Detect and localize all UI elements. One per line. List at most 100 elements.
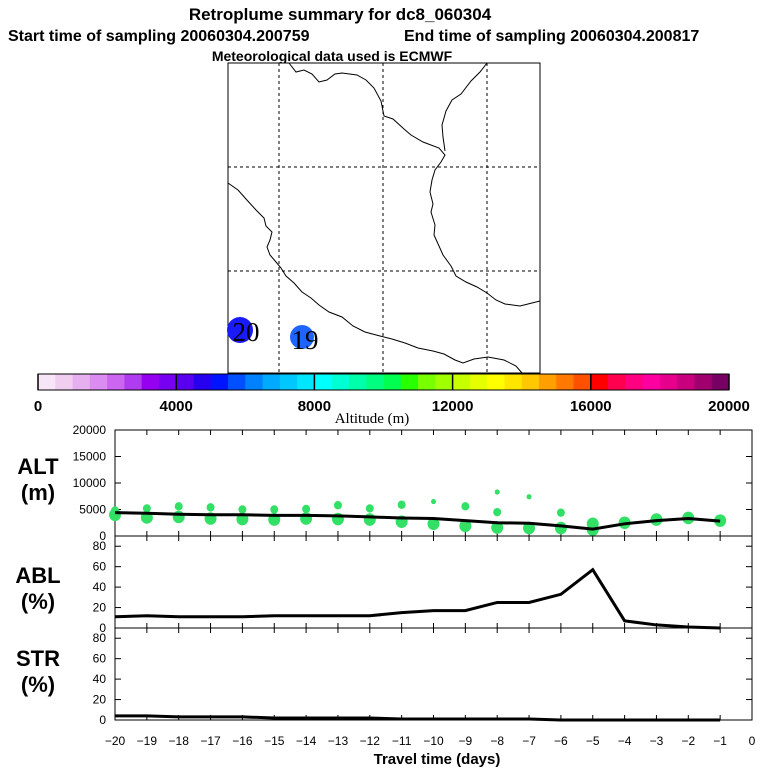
x-tick-label: −16 [232,734,253,748]
panel-abl: 0 20 40 60 80 ABL(%) [15,535,753,635]
colorbar-swatch [521,374,540,390]
colorbar-swatch [89,374,108,390]
alt-point [459,519,472,533]
alt-point [427,517,440,531]
x-tick-label: −15 [264,734,285,748]
y-tick-label: 0 [99,621,106,635]
x-tick-label: −17 [200,734,221,748]
x-tick-label: −13 [328,734,349,748]
start-time-label: Start time of sampling 20060304.200759 [8,28,310,45]
colorbar-swatch [625,374,644,390]
colorbar-swatch [573,374,592,390]
x-tick-label: 0 [749,734,756,748]
y-tick-label: 0 [99,529,106,543]
y-tick-label: 10000 [73,476,107,490]
colorbar-swatch [608,374,626,390]
alt-point [142,504,151,513]
y-tick-label: 0 [99,713,106,727]
y-tick-label: 20000 [73,423,107,437]
x-tick-label: −7 [522,734,536,748]
x-tick-label: −8 [490,734,504,748]
colorbar-swatch [694,374,713,390]
panel-ylabel: STR [16,646,60,671]
alt-point [431,498,436,505]
colorbar-swatch [193,374,212,390]
colorbar-tick-label: 4000 [160,398,193,415]
end-time-label: End time of sampling 20060304.200817 [404,28,699,45]
map-gridlines [228,63,540,373]
colorbar-swatch [279,374,298,390]
colorbar-swatch [383,374,402,390]
colorbar-swatch [590,374,609,390]
alt-point [365,504,374,513]
x-tick-label: −10 [423,734,444,748]
x-tick-labels: −20 −19 −18 −17 −16 −15 −14 −13 −12 −11 −10 −9 −8 −7−… [105,734,756,748]
alt-point [109,508,121,522]
figure-title: Retroplume summary for dc8_060304 [189,5,492,24]
alt-point [493,507,502,517]
alt-point [494,489,500,495]
x-tick-label: −2 [681,734,695,748]
map-panel: 20 19 [227,62,541,374]
colorbar-swatch [72,374,91,390]
marker-19-circle [290,325,314,349]
panel-frame [114,535,753,629]
colorbar-swatch [418,374,436,390]
time-series-panels: 05000100001500020000ALT(m)020406080ABL(%… [15,423,753,727]
colorbar-swatch [210,374,229,390]
marker-20-label: 20 [233,317,260,347]
x-tick-label: −1 [713,734,727,748]
colorbar-swatch [677,374,695,390]
colorbar-swatch [124,374,143,390]
colorbar-swatch [245,374,264,390]
x-tick-label: −5 [586,734,600,748]
colorbar-tick-label: 20000 [708,398,750,415]
colorbar-swatch [314,374,333,390]
colorbar-tick-labels: 0 4000 8000 12000 16000 20000 [34,398,750,415]
alt-point [554,521,567,535]
alt-median-line [114,511,721,531]
y-tick-label: 80 [93,631,107,645]
alt-point [556,508,565,517]
alt-point [302,504,311,514]
x-tick-label: −3 [650,734,664,748]
colorbar-swatch [504,374,523,390]
x-tick-label: −11 [392,734,412,748]
colorbar-swatch [297,374,315,390]
x-tick-label: −14 [296,734,317,748]
alt-point [270,505,279,514]
colorbar-tick-label: 16000 [570,398,612,415]
alt-point [238,505,247,514]
colorbar-swatch [262,374,281,390]
colorbar-tick-label: 8000 [298,398,331,415]
alt-point [174,502,183,511]
y-tick-label: 80 [93,539,107,553]
alt-point [363,513,376,526]
panel-ylabel: ABL [15,563,60,588]
colorbar-swatch [435,374,454,390]
colorbar-swatch [366,374,384,390]
colorbar-swatch [487,374,505,390]
alt-point [491,521,504,534]
panel-alt: 0 5000 10000 15000 20000 ALT(m) [17,423,753,543]
y-tick-label: 20 [93,601,107,615]
colorbar-tick-label: 12000 [432,398,474,415]
y-tick-label: 60 [93,560,107,574]
colorbar-swatch [556,374,575,390]
panel-str: 0 20 40 60 80 STR(%) [16,627,753,727]
panel-ylabel: (%) [21,672,55,697]
map-frame [227,62,541,374]
x-tick-label: −18 [169,734,190,748]
colorbar-swatch [107,374,125,390]
colorbar-swatch [176,374,194,390]
colorbar-swatch [642,374,661,390]
colorbar-swatch [538,374,557,390]
x-tick-label: −19 [137,734,158,748]
colorbar-swatch [158,374,177,390]
colorbar-swatch [711,374,730,390]
colorbar-swatch [55,374,74,390]
x-tick-label: −6 [554,734,568,748]
y-tick-label: 60 [93,652,107,666]
colorbar-swatch [141,374,160,390]
colorbar-swatch [400,374,419,390]
